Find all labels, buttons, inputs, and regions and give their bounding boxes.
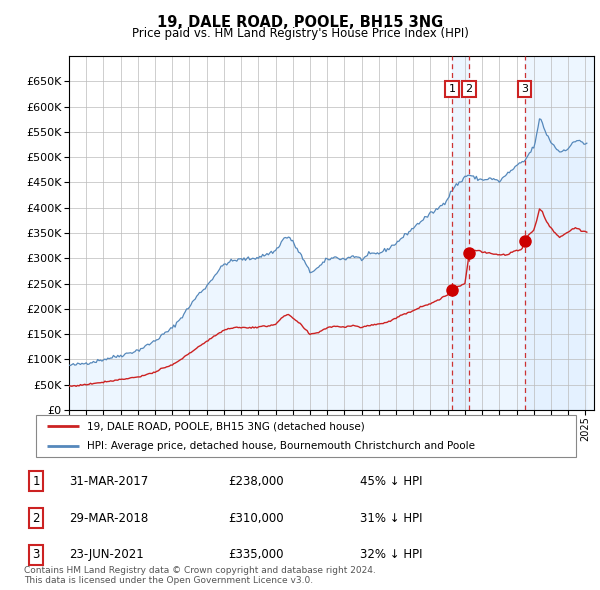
Text: 2: 2	[466, 84, 473, 94]
Text: 29-MAR-2018: 29-MAR-2018	[69, 512, 148, 525]
Text: 31-MAR-2017: 31-MAR-2017	[69, 475, 148, 488]
Text: 32% ↓ HPI: 32% ↓ HPI	[360, 548, 422, 561]
Text: 1: 1	[448, 84, 455, 94]
Text: 19, DALE ROAD, POOLE, BH15 3NG (detached house): 19, DALE ROAD, POOLE, BH15 3NG (detached…	[88, 421, 365, 431]
Text: Contains HM Land Registry data © Crown copyright and database right 2024.: Contains HM Land Registry data © Crown c…	[24, 566, 376, 575]
Text: £335,000: £335,000	[228, 548, 284, 561]
Text: HPI: Average price, detached house, Bournemouth Christchurch and Poole: HPI: Average price, detached house, Bour…	[88, 441, 475, 451]
Bar	[452, 56, 469, 410]
Text: 3: 3	[521, 84, 528, 94]
Text: 31% ↓ HPI: 31% ↓ HPI	[360, 512, 422, 525]
Text: 2: 2	[32, 512, 40, 525]
Bar	[525, 56, 594, 410]
Text: 1: 1	[32, 475, 40, 488]
Text: 19, DALE ROAD, POOLE, BH15 3NG: 19, DALE ROAD, POOLE, BH15 3NG	[157, 15, 443, 30]
Text: Price paid vs. HM Land Registry's House Price Index (HPI): Price paid vs. HM Land Registry's House …	[131, 27, 469, 40]
Text: 3: 3	[32, 548, 40, 561]
Text: £238,000: £238,000	[228, 475, 284, 488]
Text: £310,000: £310,000	[228, 512, 284, 525]
Text: This data is licensed under the Open Government Licence v3.0.: This data is licensed under the Open Gov…	[24, 576, 313, 585]
Text: 45% ↓ HPI: 45% ↓ HPI	[360, 475, 422, 488]
Text: 23-JUN-2021: 23-JUN-2021	[69, 548, 144, 561]
